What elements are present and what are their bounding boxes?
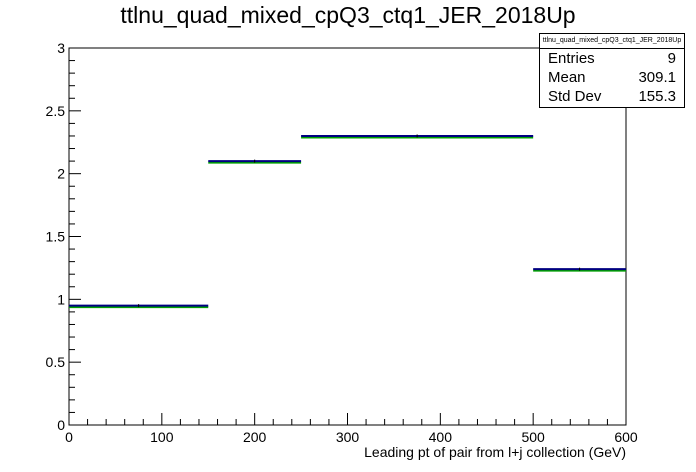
stats-entries-row: Entries 9: [540, 49, 684, 68]
y-tick-label: 1: [57, 291, 65, 307]
stats-mean-label: Mean: [548, 69, 586, 86]
y-tick-label: 3: [57, 40, 65, 56]
stats-stddev-row: Std Dev 155.3: [540, 87, 684, 106]
x-tick-label: 300: [336, 429, 360, 445]
y-tick-label: 1.5: [46, 229, 66, 245]
y-tick-label: 2: [57, 166, 65, 182]
histogram-bins: [69, 134, 626, 309]
y-tick-label: 2.5: [46, 103, 66, 119]
stats-stddev-label: Std Dev: [548, 88, 602, 105]
x-tick-label: 500: [521, 429, 545, 445]
stats-stddev-value: 155.3: [638, 88, 676, 105]
stats-entries-value: 9: [667, 50, 676, 67]
stats-mean-row: Mean 309.1: [540, 68, 684, 87]
x-tick-label: 400: [429, 429, 453, 445]
stats-mean-value: 309.1: [638, 69, 676, 86]
y-tick-label: 0: [57, 417, 65, 433]
x-axis-label: Leading pt of pair from l+j collection (…: [364, 444, 626, 460]
y-axis-ticks: 0 0.5 1 1.5 2 2.5 3: [46, 40, 81, 433]
x-axis-ticks: 0 100 200 300 400 500 600: [65, 413, 638, 445]
y-tick-label: 0.5: [46, 354, 66, 370]
chart-title: ttlnu_quad_mixed_cpQ3_ctq1_JER_2018Up: [120, 2, 576, 28]
x-tick-label: 200: [243, 429, 267, 445]
x-tick-label: 600: [614, 429, 638, 445]
stats-box-title: ttlnu_quad_mixed_cpQ3_ctq1_JER_2018Up: [540, 34, 684, 49]
stats-box: ttlnu_quad_mixed_cpQ3_ctq1_JER_2018Up En…: [539, 33, 685, 108]
x-tick-label: 0: [65, 429, 73, 445]
stats-entries-label: Entries: [548, 50, 595, 67]
x-tick-label: 100: [150, 429, 174, 445]
